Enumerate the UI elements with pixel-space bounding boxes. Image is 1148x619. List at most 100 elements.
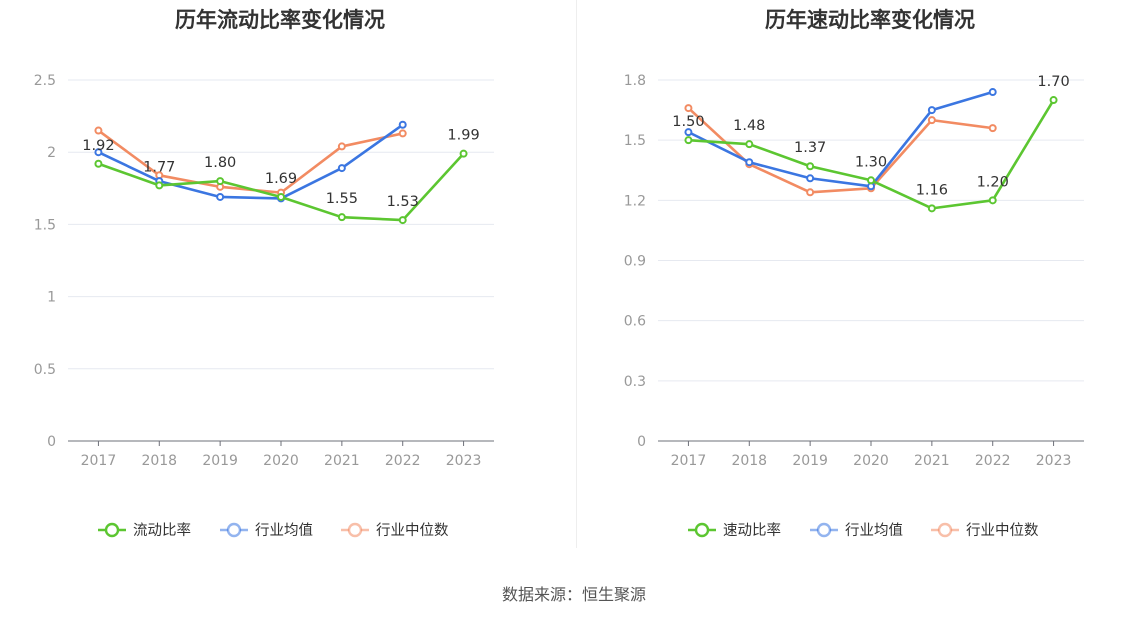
quick-ratio-panel: 历年速动比率变化情况 0 0.3 0.6 0.9 1.2 1.5 1.8 2017 2018 20…: [590, 0, 1148, 560]
data-point[interactable]: [988, 196, 997, 205]
y-tick-label: 1.5: [624, 133, 646, 149]
series-line: [97, 123, 404, 200]
chart-title: 历年速动比率变化情况: [765, 8, 975, 32]
x-tick-label: 2018: [731, 453, 767, 469]
data-label: 1.99: [447, 128, 479, 144]
data-point[interactable]: [398, 120, 407, 129]
y-tick-label: 0: [637, 434, 646, 450]
legend-marker: [694, 522, 710, 538]
x-tick-label: 2019: [792, 453, 828, 469]
legend-marker: [816, 522, 832, 538]
current-ratio-chart: 0 0.5 1 1.5 2 2.5 2017 2018 2019 2020 2021 2022 2023…: [34, 73, 494, 539]
series-line: [687, 107, 993, 194]
legend-label: 速动比率: [723, 522, 781, 539]
data-point[interactable]: [337, 213, 346, 222]
legend-item[interactable]: 速动比率: [688, 522, 781, 539]
y-tick-label: 0.9: [624, 254, 646, 270]
data-point[interactable]: [867, 176, 875, 185]
series-0: [94, 149, 468, 225]
data-point[interactable]: [745, 158, 754, 167]
data-label: 1.80: [204, 155, 236, 171]
legend-marker: [937, 522, 953, 538]
legend-marker: [104, 522, 120, 538]
data-point[interactable]: [94, 159, 103, 168]
legend-item[interactable]: 行业中位数: [931, 522, 1039, 539]
legend-item[interactable]: 行业均值: [220, 522, 313, 539]
data-label: 1.50: [672, 114, 704, 130]
data-point[interactable]: [684, 104, 693, 113]
data-point[interactable]: [337, 164, 346, 173]
data-point[interactable]: [745, 140, 754, 149]
data-label: 1.30: [855, 154, 887, 170]
data-point[interactable]: [94, 126, 103, 135]
y-tick-label: 2.5: [34, 73, 56, 89]
series-1: [684, 88, 997, 191]
quick-ratio-chart: 0 0.3 0.6 0.9 1.2 1.5 1.8 2017 2018 2019 2020 2021 2…: [624, 73, 1084, 539]
legend-label: 行业中位数: [376, 522, 449, 539]
data-point[interactable]: [398, 216, 407, 225]
x-tick-label: 2019: [202, 453, 238, 469]
x-tick-label: 2023: [1036, 453, 1072, 469]
data-point[interactable]: [155, 181, 164, 190]
data-point[interactable]: [927, 204, 936, 213]
data-point[interactable]: [1049, 96, 1058, 105]
y-tick-label: 1: [47, 290, 56, 306]
series-2: [94, 126, 407, 197]
data-point[interactable]: [684, 128, 693, 137]
legend-marker: [347, 522, 363, 538]
panel-divider: [576, 0, 577, 548]
data-source: 数据来源：恒生聚源: [501, 585, 646, 604]
y-tick-label: 1.2: [624, 193, 646, 209]
data-point[interactable]: [988, 88, 997, 97]
current-ratio-panel: 历年流动比率变化情况 0 0.5 1 1.5 2 2.5 2017 2018 2019 2020 2…: [0, 0, 574, 560]
legend-marker: [226, 522, 242, 538]
y-tick-label: 1.5: [34, 217, 56, 233]
data-label: 1.77: [143, 159, 175, 175]
x-tick-label: 2020: [853, 453, 889, 469]
data-point[interactable]: [806, 188, 815, 197]
data-label: 1.55: [326, 191, 358, 207]
y-tick-label: 0.6: [624, 314, 646, 330]
data-point[interactable]: [927, 106, 936, 115]
x-tick-label: 2018: [141, 453, 177, 469]
data-point[interactable]: [806, 174, 815, 183]
x-tick-label: 2017: [671, 453, 707, 469]
y-tick-label: 2: [47, 145, 56, 161]
data-point[interactable]: [927, 116, 936, 125]
y-tick-label: 1.8: [624, 73, 646, 89]
data-point[interactable]: [277, 192, 285, 201]
x-tick-label: 2022: [975, 453, 1011, 469]
x-tick-label: 2017: [81, 453, 117, 469]
data-label: 1.69: [265, 171, 297, 187]
legend-item[interactable]: 流动比率: [98, 522, 191, 539]
data-point[interactable]: [988, 124, 997, 133]
x-tick-label: 2020: [263, 453, 299, 469]
x-tick-label: 2023: [446, 453, 482, 469]
data-label: 1.37: [794, 140, 826, 156]
legend-label: 流动比率: [133, 522, 191, 539]
data-point[interactable]: [216, 192, 225, 201]
x-tick-label: 2021: [914, 453, 950, 469]
legend-item[interactable]: 行业均值: [810, 522, 903, 539]
data-label: 1.92: [82, 138, 114, 154]
data-label: 1.16: [916, 182, 948, 198]
data-label: 1.70: [1037, 74, 1069, 90]
y-tick-label: 0.5: [34, 362, 56, 378]
data-point[interactable]: [337, 142, 346, 151]
legend-item[interactable]: 行业中位数: [341, 522, 449, 539]
data-point[interactable]: [806, 162, 815, 171]
data-point[interactable]: [94, 148, 103, 157]
series-line: [687, 90, 994, 188]
data-point[interactable]: [216, 177, 225, 186]
legend-label: 行业均值: [255, 522, 313, 539]
legend-label: 行业中位数: [966, 522, 1039, 539]
legend-label: 行业均值: [845, 522, 903, 539]
data-label: 1.48: [733, 118, 765, 134]
x-tick-label: 2022: [385, 453, 421, 469]
data-point[interactable]: [684, 136, 693, 145]
x-tick-label: 2021: [324, 453, 360, 469]
data-point[interactable]: [459, 149, 468, 158]
chart-title: 历年流动比率变化情况: [175, 8, 385, 32]
y-tick-label: 0: [47, 434, 56, 450]
data-point[interactable]: [398, 129, 407, 138]
